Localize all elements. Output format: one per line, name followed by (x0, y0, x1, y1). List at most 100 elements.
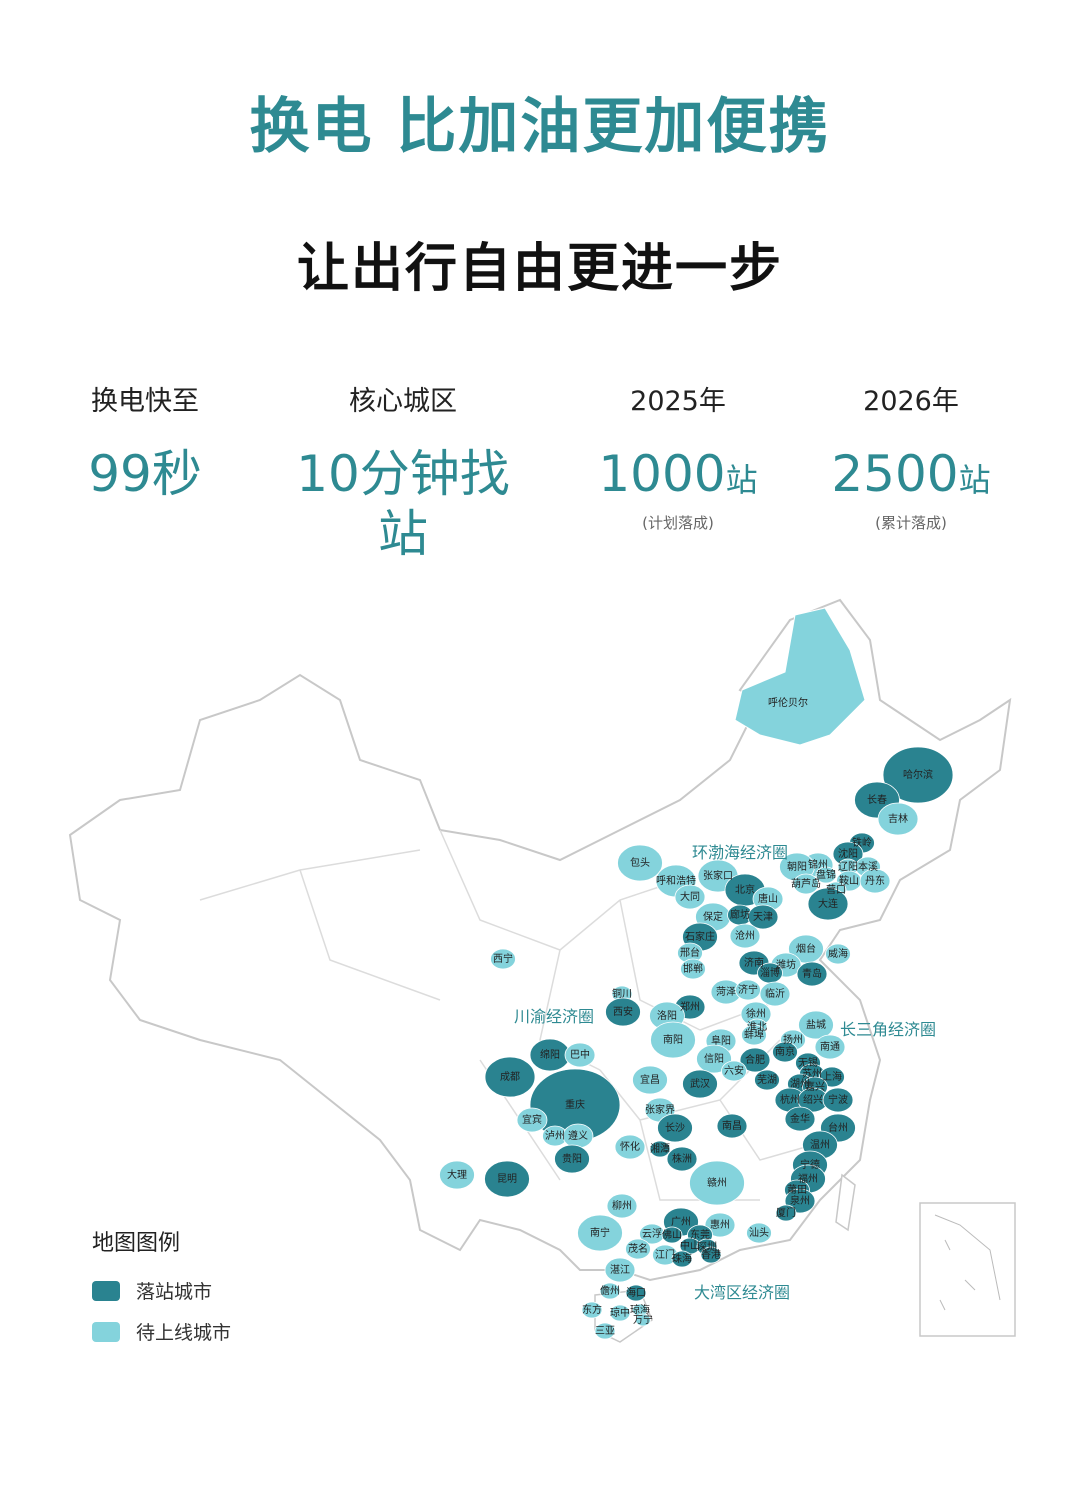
city-label: 保定 (703, 910, 723, 923)
city-area-landed (554, 1144, 590, 1174)
city-label: 汕头 (749, 1227, 769, 1239)
city-area-pending (632, 1065, 668, 1095)
region-label: 长三角经济圈 (840, 1020, 936, 1039)
city-area-landed (716, 1113, 748, 1139)
stat-value: 10分钟找站 (296, 445, 510, 563)
city-label: 东莞 (690, 1228, 710, 1241)
city-label: 营口 (826, 883, 846, 896)
city-label: 武汉 (690, 1077, 710, 1090)
city-label: 台州 (828, 1121, 848, 1134)
city-label: 哈尔滨 (903, 768, 933, 781)
city-label: 上海 (822, 1070, 842, 1083)
city-label: 南阳 (663, 1033, 683, 1046)
stat-label: 换电快至 (91, 386, 199, 417)
city-label: 琼海 (630, 1303, 650, 1316)
city-area-landed (484, 1160, 530, 1198)
stat-label: 2026年 (863, 386, 959, 417)
stat-2025: 2025年 1000站 (计划落成) (548, 382, 808, 533)
city-label: 绵阳 (540, 1048, 560, 1061)
city-area-landed (796, 961, 828, 987)
city-label: 温州 (810, 1139, 830, 1151)
city-label: 深圳 (697, 1241, 717, 1253)
city-label: 宁德 (800, 1158, 820, 1171)
city-label: 南京 (775, 1045, 795, 1058)
stat-label: 核心城区 (349, 386, 457, 417)
city-label: 北京 (735, 883, 755, 896)
page-subtitle: 让出行自由更进一步 (296, 239, 783, 299)
city-label: 铜川 (612, 988, 632, 1000)
city-label: 西宁 (493, 952, 513, 965)
city-label: 丹东 (865, 874, 885, 887)
city-label: 贵阳 (562, 1152, 582, 1165)
city-area-pending (815, 866, 837, 884)
city-area-pending (759, 981, 791, 1007)
city-label: 遵义 (568, 1129, 588, 1142)
city-label: 泉州 (790, 1194, 810, 1207)
city-label: 万宁 (633, 1313, 653, 1326)
stat-value: 1000 (598, 445, 726, 503)
city-label: 盘锦 (816, 868, 836, 881)
city-label: 儋州 (600, 1284, 620, 1297)
city-label: 锦州 (808, 858, 828, 871)
stat-unit: 站 (958, 461, 991, 499)
city-label: 香港 (701, 1249, 721, 1261)
stat-value: 99 (88, 445, 152, 503)
city-label: 湘潭 (650, 1142, 670, 1155)
city-label: 怀化 (620, 1140, 640, 1153)
city-area-landed (807, 887, 849, 921)
city-area-landed (754, 1069, 780, 1091)
city-label: 苏州 (802, 1067, 822, 1080)
city-area-landed (605, 997, 641, 1027)
stat-note: (累计落成) (875, 514, 947, 532)
city-label: 石家庄 (685, 930, 715, 943)
legend-title: 地图图例 (92, 1231, 181, 1256)
city-area-landed (822, 1087, 854, 1113)
city-label: 宜宾 (522, 1113, 542, 1126)
city-label: 铁岭 (852, 836, 872, 849)
city-label: 济南 (744, 956, 764, 969)
city-label: 金华 (790, 1112, 810, 1125)
taiwan-island (835, 1173, 856, 1232)
city-label: 重庆 (565, 1098, 585, 1111)
city-area-pending (689, 1160, 745, 1206)
city-area-pending (729, 923, 761, 949)
city-label: 湖州 (790, 1078, 810, 1090)
hulunbuir-region (734, 607, 866, 746)
city-label: 淮北 (747, 1021, 767, 1033)
city-area-landed (772, 1041, 798, 1063)
south-china-sea-inset (919, 1202, 1016, 1337)
city-label: 邢台 (680, 946, 700, 959)
city-label: 巴中 (570, 1048, 590, 1061)
city-label: 六安 (724, 1064, 744, 1077)
city-label: 张家界 (645, 1103, 675, 1116)
city-label: 中山 (680, 1239, 700, 1252)
city-area-pending (614, 1134, 646, 1160)
city-label: 潍坊 (776, 958, 796, 971)
city-label: 阜阳 (711, 1034, 731, 1047)
city-label: 合肥 (745, 1053, 765, 1066)
city-area-landed (666, 1146, 698, 1172)
legend-label: 待上线城市 (136, 1322, 232, 1344)
city-label: 烟台 (796, 942, 816, 955)
city-label: 呼伦贝尔 (768, 696, 808, 709)
city-label: 朝阳 (787, 861, 807, 873)
legend-swatch (92, 1321, 120, 1342)
city-label: 湛江 (610, 1264, 630, 1276)
legend-label: 落站城市 (136, 1281, 213, 1303)
city-area-landed (657, 1113, 693, 1143)
city-label: 长春 (867, 794, 887, 806)
city-area-pending (825, 943, 851, 965)
city-area-pending (859, 868, 891, 894)
city-area-pending (746, 1222, 772, 1244)
city-label: 济宁 (738, 983, 758, 996)
city-label: 嘉兴 (805, 1080, 825, 1093)
city-label: 郑州 (680, 1000, 700, 1013)
city-area-pending (439, 1160, 475, 1190)
city-label: 琼中 (610, 1306, 630, 1319)
city-label: 云浮 (642, 1228, 662, 1240)
city-label: 大理 (447, 1168, 467, 1181)
city-label: 沧州 (735, 929, 755, 942)
city-label: 宁波 (828, 1093, 848, 1106)
city-area-pending (674, 884, 706, 910)
